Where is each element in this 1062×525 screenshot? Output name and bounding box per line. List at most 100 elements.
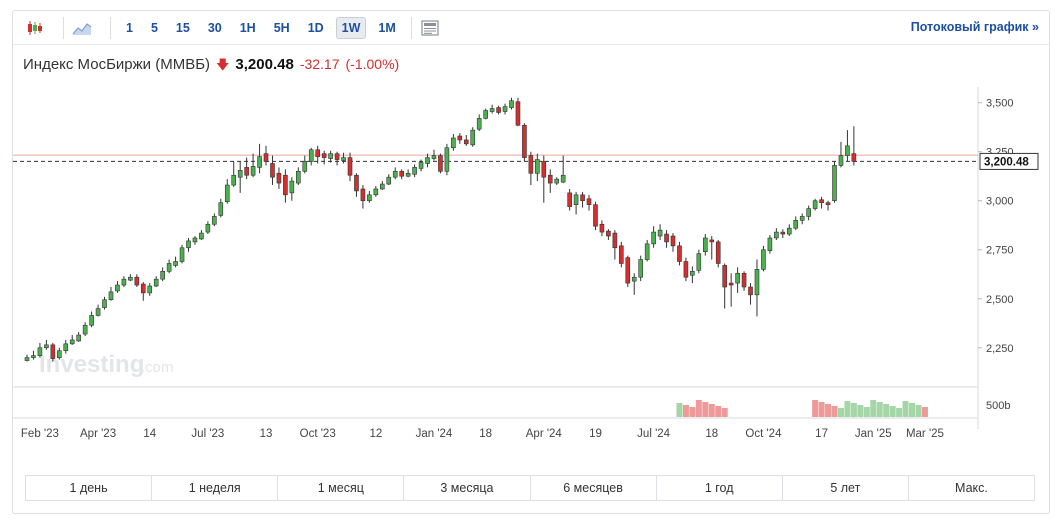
candle bbox=[308, 149, 314, 162]
volume-scale-label: 500b bbox=[986, 400, 1010, 412]
quote-header: Индекс МосБиржи (ММВБ) 🡇 3,200.48 -32.17… bbox=[23, 56, 399, 78]
candle bbox=[302, 161, 308, 172]
candle bbox=[321, 153, 327, 158]
candle bbox=[179, 247, 185, 262]
news-icon[interactable] bbox=[418, 17, 442, 39]
volume-bar bbox=[825, 404, 832, 417]
candle bbox=[289, 180, 295, 194]
candle bbox=[735, 272, 740, 284]
price-change: -32.17 bbox=[299, 56, 340, 72]
candle bbox=[341, 157, 346, 161]
candle bbox=[347, 157, 353, 176]
range-5-years[interactable]: 5 лет bbox=[783, 476, 909, 500]
candle bbox=[102, 299, 107, 308]
candle bbox=[173, 261, 178, 266]
x-tick-label: 18 bbox=[705, 428, 718, 440]
candle bbox=[463, 139, 469, 145]
streaming-chart-link[interactable]: Потоковый график » bbox=[910, 20, 1039, 34]
candle bbox=[851, 153, 857, 162]
volume-bar bbox=[876, 402, 883, 417]
candle bbox=[63, 343, 69, 352]
candle bbox=[832, 165, 837, 202]
toolbar-divider bbox=[63, 17, 64, 39]
candle bbox=[205, 223, 211, 233]
timeframe-5h[interactable]: 5H bbox=[273, 21, 290, 35]
candle bbox=[780, 231, 786, 235]
candlestick-icon[interactable] bbox=[23, 17, 47, 39]
chart-widget: 1 5 15 30 1H 5H 1D 1W 1M Потоковый графи… bbox=[12, 10, 1050, 514]
x-tick-label: 14 bbox=[143, 428, 156, 440]
range-3-months[interactable]: 3 месяца bbox=[404, 476, 531, 500]
candle bbox=[845, 145, 850, 156]
candle bbox=[89, 315, 94, 326]
volume-bar bbox=[708, 404, 715, 417]
range-1-week[interactable]: 1 неделя bbox=[152, 476, 279, 500]
timeframe-1[interactable]: 1 bbox=[126, 21, 133, 35]
candle bbox=[470, 129, 476, 146]
candle bbox=[425, 157, 430, 164]
volume-bar bbox=[831, 406, 838, 417]
range-1-day[interactable]: 1 день bbox=[26, 476, 153, 500]
range-1-month[interactable]: 1 месяц bbox=[278, 476, 405, 500]
watermark-logo: Investing bbox=[39, 351, 144, 378]
watermark-logo-suffix: .com bbox=[141, 359, 174, 376]
candle bbox=[741, 272, 747, 288]
candle bbox=[567, 192, 572, 207]
timeframe-1m[interactable]: 1M bbox=[378, 21, 396, 35]
candle bbox=[754, 269, 760, 296]
candle bbox=[541, 161, 547, 178]
x-tick-label: Oct '23 bbox=[300, 428, 336, 440]
volume-bar bbox=[870, 400, 877, 417]
range-6-months[interactable]: 6 месяцев bbox=[531, 476, 657, 500]
candle bbox=[31, 355, 36, 358]
candle bbox=[24, 357, 30, 361]
timeframe-1h[interactable]: 1H bbox=[239, 21, 256, 35]
price-chart[interactable]: 2,2502,5002,7503,0003,2503,500Investing.… bbox=[13, 11, 1049, 451]
area-chart-icon[interactable] bbox=[70, 17, 94, 39]
candle bbox=[218, 202, 224, 216]
candle bbox=[683, 261, 689, 278]
candle bbox=[489, 108, 495, 112]
range-1-year[interactable]: 1 год bbox=[657, 476, 783, 500]
volume-bar bbox=[857, 405, 864, 417]
timeframe-1d[interactable]: 1D bbox=[307, 21, 324, 35]
timeframe-15[interactable]: 15 bbox=[175, 21, 190, 35]
volume-bar bbox=[695, 400, 702, 417]
candle bbox=[186, 240, 191, 249]
candle bbox=[405, 172, 411, 177]
candle bbox=[670, 235, 676, 247]
candle bbox=[121, 278, 127, 286]
y-tick-label: 3,000 bbox=[986, 196, 1014, 208]
candle bbox=[334, 153, 340, 160]
price-change-percent: (-1.00%) bbox=[345, 56, 400, 72]
candle bbox=[231, 174, 237, 186]
x-tick-label: Jan '24 bbox=[416, 428, 453, 440]
timeframe-1w[interactable]: 1W bbox=[335, 17, 367, 39]
timeframe-5[interactable]: 5 bbox=[150, 21, 158, 35]
candle bbox=[367, 194, 372, 202]
timeframe-30[interactable]: 30 bbox=[207, 21, 222, 35]
x-tick-label: 13 bbox=[260, 428, 273, 440]
x-tick-label: Jan '25 bbox=[855, 428, 892, 440]
candle bbox=[657, 229, 663, 237]
x-tick-label: 17 bbox=[815, 428, 828, 440]
y-tick-label: 2,250 bbox=[986, 343, 1014, 355]
x-tick-label: Apr '23 bbox=[80, 428, 116, 440]
candle bbox=[612, 232, 618, 249]
range-max[interactable]: Макс. bbox=[955, 481, 988, 495]
candle bbox=[373, 188, 379, 196]
x-tick-label: Apr '24 bbox=[526, 428, 563, 440]
last-price-badge bbox=[979, 152, 1039, 170]
candle bbox=[631, 276, 637, 282]
candle bbox=[134, 276, 140, 286]
candle bbox=[250, 166, 256, 176]
candle bbox=[786, 227, 792, 235]
candle bbox=[276, 172, 282, 184]
candle bbox=[677, 245, 682, 262]
candle bbox=[37, 347, 43, 356]
candle bbox=[664, 233, 669, 243]
x-tick-label: Jul '23 bbox=[191, 428, 224, 440]
candle bbox=[638, 259, 644, 278]
candle bbox=[593, 204, 598, 227]
candle bbox=[386, 176, 392, 185]
